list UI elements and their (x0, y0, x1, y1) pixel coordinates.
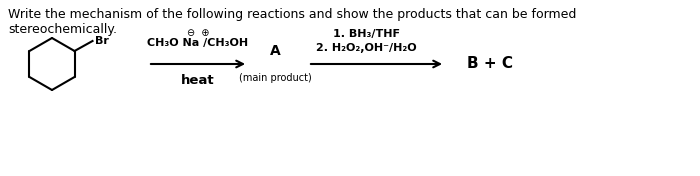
Text: heat: heat (181, 74, 215, 86)
Text: (main product): (main product) (239, 73, 312, 83)
Text: B + C: B + C (467, 56, 513, 71)
Text: Write the mechanism of the following reactions and show the products that can be: Write the mechanism of the following rea… (8, 8, 576, 21)
Text: stereochemically.: stereochemically. (8, 23, 117, 36)
Text: ⊖  ⊕: ⊖ ⊕ (187, 28, 209, 38)
Text: CH₃O Na /CH₃OH: CH₃O Na /CH₃OH (148, 38, 248, 48)
Text: 1. BH₃/THF: 1. BH₃/THF (333, 29, 400, 39)
Text: A: A (270, 44, 281, 58)
Text: Br: Br (94, 36, 108, 46)
Text: 2. H₂O₂,OH⁻/H₂O: 2. H₂O₂,OH⁻/H₂O (316, 43, 416, 53)
